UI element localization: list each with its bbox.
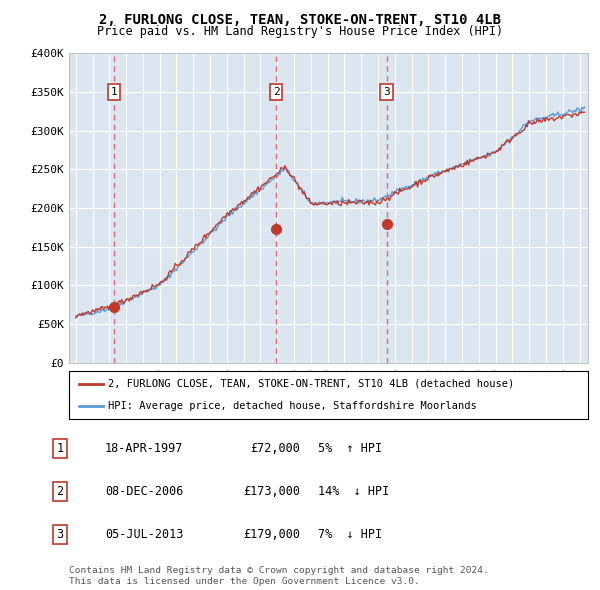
Text: Price paid vs. HM Land Registry's House Price Index (HPI): Price paid vs. HM Land Registry's House … — [97, 25, 503, 38]
Text: £179,000: £179,000 — [243, 528, 300, 541]
Text: £173,000: £173,000 — [243, 485, 300, 498]
Text: 18-APR-1997: 18-APR-1997 — [105, 442, 184, 455]
Text: 3: 3 — [383, 87, 390, 97]
Text: 2, FURLONG CLOSE, TEAN, STOKE-ON-TRENT, ST10 4LB: 2, FURLONG CLOSE, TEAN, STOKE-ON-TRENT, … — [99, 13, 501, 27]
Text: 3: 3 — [56, 528, 64, 541]
Text: 2: 2 — [273, 87, 280, 97]
Text: 5%  ↑ HPI: 5% ↑ HPI — [318, 442, 382, 455]
Text: £72,000: £72,000 — [250, 442, 300, 455]
Text: 2: 2 — [56, 485, 64, 498]
Text: This data is licensed under the Open Government Licence v3.0.: This data is licensed under the Open Gov… — [69, 577, 420, 586]
Text: 08-DEC-2006: 08-DEC-2006 — [105, 485, 184, 498]
Text: 2, FURLONG CLOSE, TEAN, STOKE-ON-TRENT, ST10 4LB (detached house): 2, FURLONG CLOSE, TEAN, STOKE-ON-TRENT, … — [108, 379, 514, 389]
Text: HPI: Average price, detached house, Staffordshire Moorlands: HPI: Average price, detached house, Staf… — [108, 401, 476, 411]
Text: 1: 1 — [111, 87, 118, 97]
Text: Contains HM Land Registry data © Crown copyright and database right 2024.: Contains HM Land Registry data © Crown c… — [69, 566, 489, 575]
Text: 1: 1 — [56, 442, 64, 455]
Text: 7%  ↓ HPI: 7% ↓ HPI — [318, 528, 382, 541]
Text: 14%  ↓ HPI: 14% ↓ HPI — [318, 485, 389, 498]
Text: 05-JUL-2013: 05-JUL-2013 — [105, 528, 184, 541]
